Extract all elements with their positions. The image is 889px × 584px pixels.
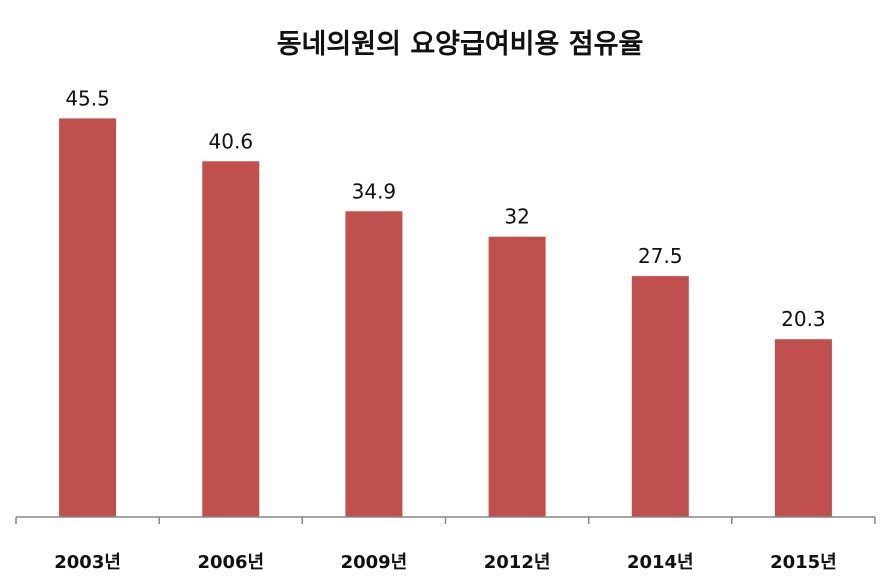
data-labels-group: 45.5 40.6 34.9 32 27.5 20.3	[65, 86, 825, 331]
bar-1	[202, 161, 260, 518]
data-label-1: 40.6	[209, 129, 254, 153]
data-label-5: 20.3	[781, 307, 826, 331]
x-tick-label-5: 2015년	[770, 552, 837, 573]
data-label-4: 27.5	[638, 244, 683, 268]
bar-4	[631, 276, 689, 517]
bar-2	[345, 211, 403, 518]
x-axis	[15, 516, 876, 524]
bars-group	[59, 118, 832, 518]
x-tick-label-2: 2009년	[341, 552, 408, 573]
x-tick-labels-group: 2003년 2006년 2009년 2012년 2014년 2015년	[54, 552, 836, 573]
x-tick-label-0: 2003년	[54, 552, 121, 573]
x-tick-label-1: 2006년	[197, 552, 264, 573]
x-tick-label-3: 2012년	[484, 552, 551, 573]
data-label-3: 32	[504, 205, 529, 229]
chart-title: 동네의원의 요양급여비용 점유율	[277, 29, 644, 60]
x-tick-label-4: 2014년	[627, 552, 694, 573]
data-label-0: 45.5	[65, 86, 110, 110]
bar-5	[774, 339, 832, 517]
data-label-2: 34.9	[352, 179, 397, 203]
bar-0	[59, 118, 117, 518]
bar-3	[488, 236, 546, 517]
